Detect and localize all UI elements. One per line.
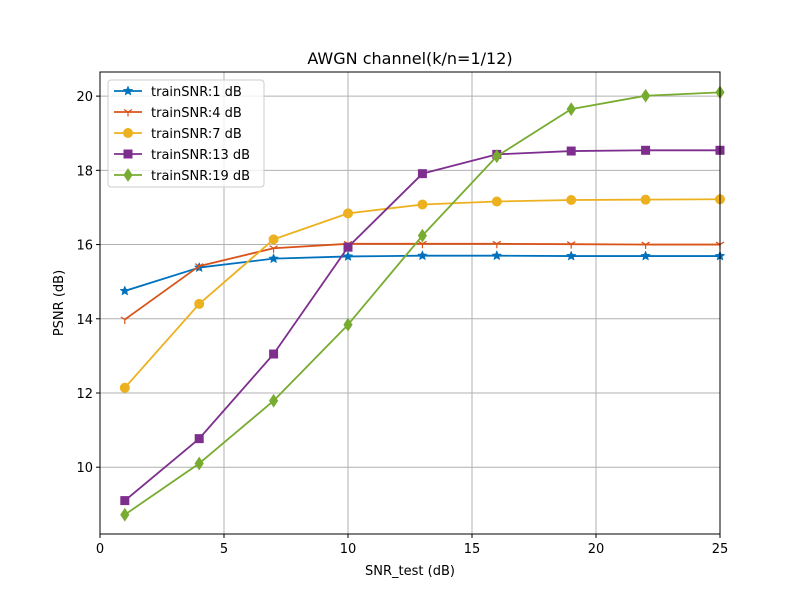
data-point <box>343 317 353 332</box>
x-tick-label: 25 <box>712 542 729 557</box>
chart-title: AWGN channel(k/n=1/12) <box>307 49 512 68</box>
data-point <box>342 250 354 261</box>
legend-marker <box>123 128 133 138</box>
data-point <box>269 349 279 359</box>
data-point <box>566 195 577 206</box>
data-point <box>640 194 651 205</box>
data-point <box>194 298 205 309</box>
legend-label: trainSNR:1 dB <box>151 85 242 100</box>
x-tick-label: 10 <box>340 542 357 557</box>
data-point <box>491 250 503 261</box>
data-point <box>120 496 130 506</box>
series-3 <box>119 194 725 393</box>
data-point <box>492 149 502 164</box>
legend-marker <box>123 168 133 182</box>
x-tick-label: 15 <box>464 542 481 557</box>
legend-item: trainSNR:1 dB <box>114 85 242 100</box>
data-point <box>119 382 130 393</box>
legend-label: trainSNR:13 dB <box>151 148 250 163</box>
data-point <box>268 253 279 264</box>
y-tick-label: 14 <box>76 313 93 328</box>
y-tick-label: 18 <box>76 164 93 179</box>
data-point <box>566 146 576 156</box>
plot-frame <box>99 71 721 535</box>
data-point <box>417 199 428 210</box>
data-point <box>120 507 130 522</box>
x-axis-label: SNR_test (dB) <box>365 564 455 579</box>
data-point <box>491 196 502 207</box>
y-tick-label: 16 <box>76 239 93 254</box>
y-tick-label: 10 <box>76 461 93 476</box>
legend-label: trainSNR:19 dB <box>151 169 250 184</box>
data-point <box>194 434 204 444</box>
legend-box <box>107 79 265 188</box>
y-axis-label: PSNR (dB) <box>52 270 67 336</box>
data-point <box>417 228 428 243</box>
ticks-layer: 0 5 10 15 20 25 10 12 14 16 18 20 <box>76 90 728 557</box>
data-point <box>343 208 353 219</box>
data-point <box>343 242 353 252</box>
data-point <box>417 250 428 261</box>
data-point <box>492 240 502 249</box>
legend-item: trainSNR:7 dB <box>114 127 242 142</box>
legend-marker <box>123 108 133 117</box>
legend-label: trainSNR:4 dB <box>151 106 242 121</box>
data-point <box>640 88 651 103</box>
data-point <box>120 316 130 325</box>
data-point <box>641 145 651 155</box>
data-point <box>565 250 577 261</box>
legend-item: trainSNR:19 dB <box>114 168 250 184</box>
data-point <box>417 169 427 179</box>
series-layer <box>119 85 726 522</box>
data-point <box>194 456 204 471</box>
legend: trainSNR:1 dB trainSNR:4 dB trainSNR:7 dB t… <box>107 79 265 188</box>
legend-item: trainSNR:13 dB <box>114 148 250 163</box>
data-point <box>119 285 131 296</box>
y-tick-label: 12 <box>76 387 93 402</box>
data-point <box>566 241 576 249</box>
data-point <box>194 263 204 271</box>
data-point <box>268 393 279 408</box>
y-tick-label: 20 <box>76 90 93 105</box>
legend-marker <box>122 85 134 96</box>
series-1 <box>119 250 726 296</box>
legend-marker <box>123 149 133 159</box>
series-5 <box>120 85 725 522</box>
x-tick-label: 0 <box>96 542 104 557</box>
data-point <box>640 250 651 261</box>
data-point <box>641 241 650 250</box>
data-point <box>566 102 576 117</box>
legend-label: trainSNR:7 dB <box>151 127 242 142</box>
data-point <box>418 240 427 249</box>
data-point <box>269 245 278 253</box>
data-point <box>268 234 279 245</box>
x-tick-label: 5 <box>220 542 228 557</box>
legend-item: trainSNR:4 dB <box>114 106 242 121</box>
x-tick-label: 20 <box>588 542 605 557</box>
